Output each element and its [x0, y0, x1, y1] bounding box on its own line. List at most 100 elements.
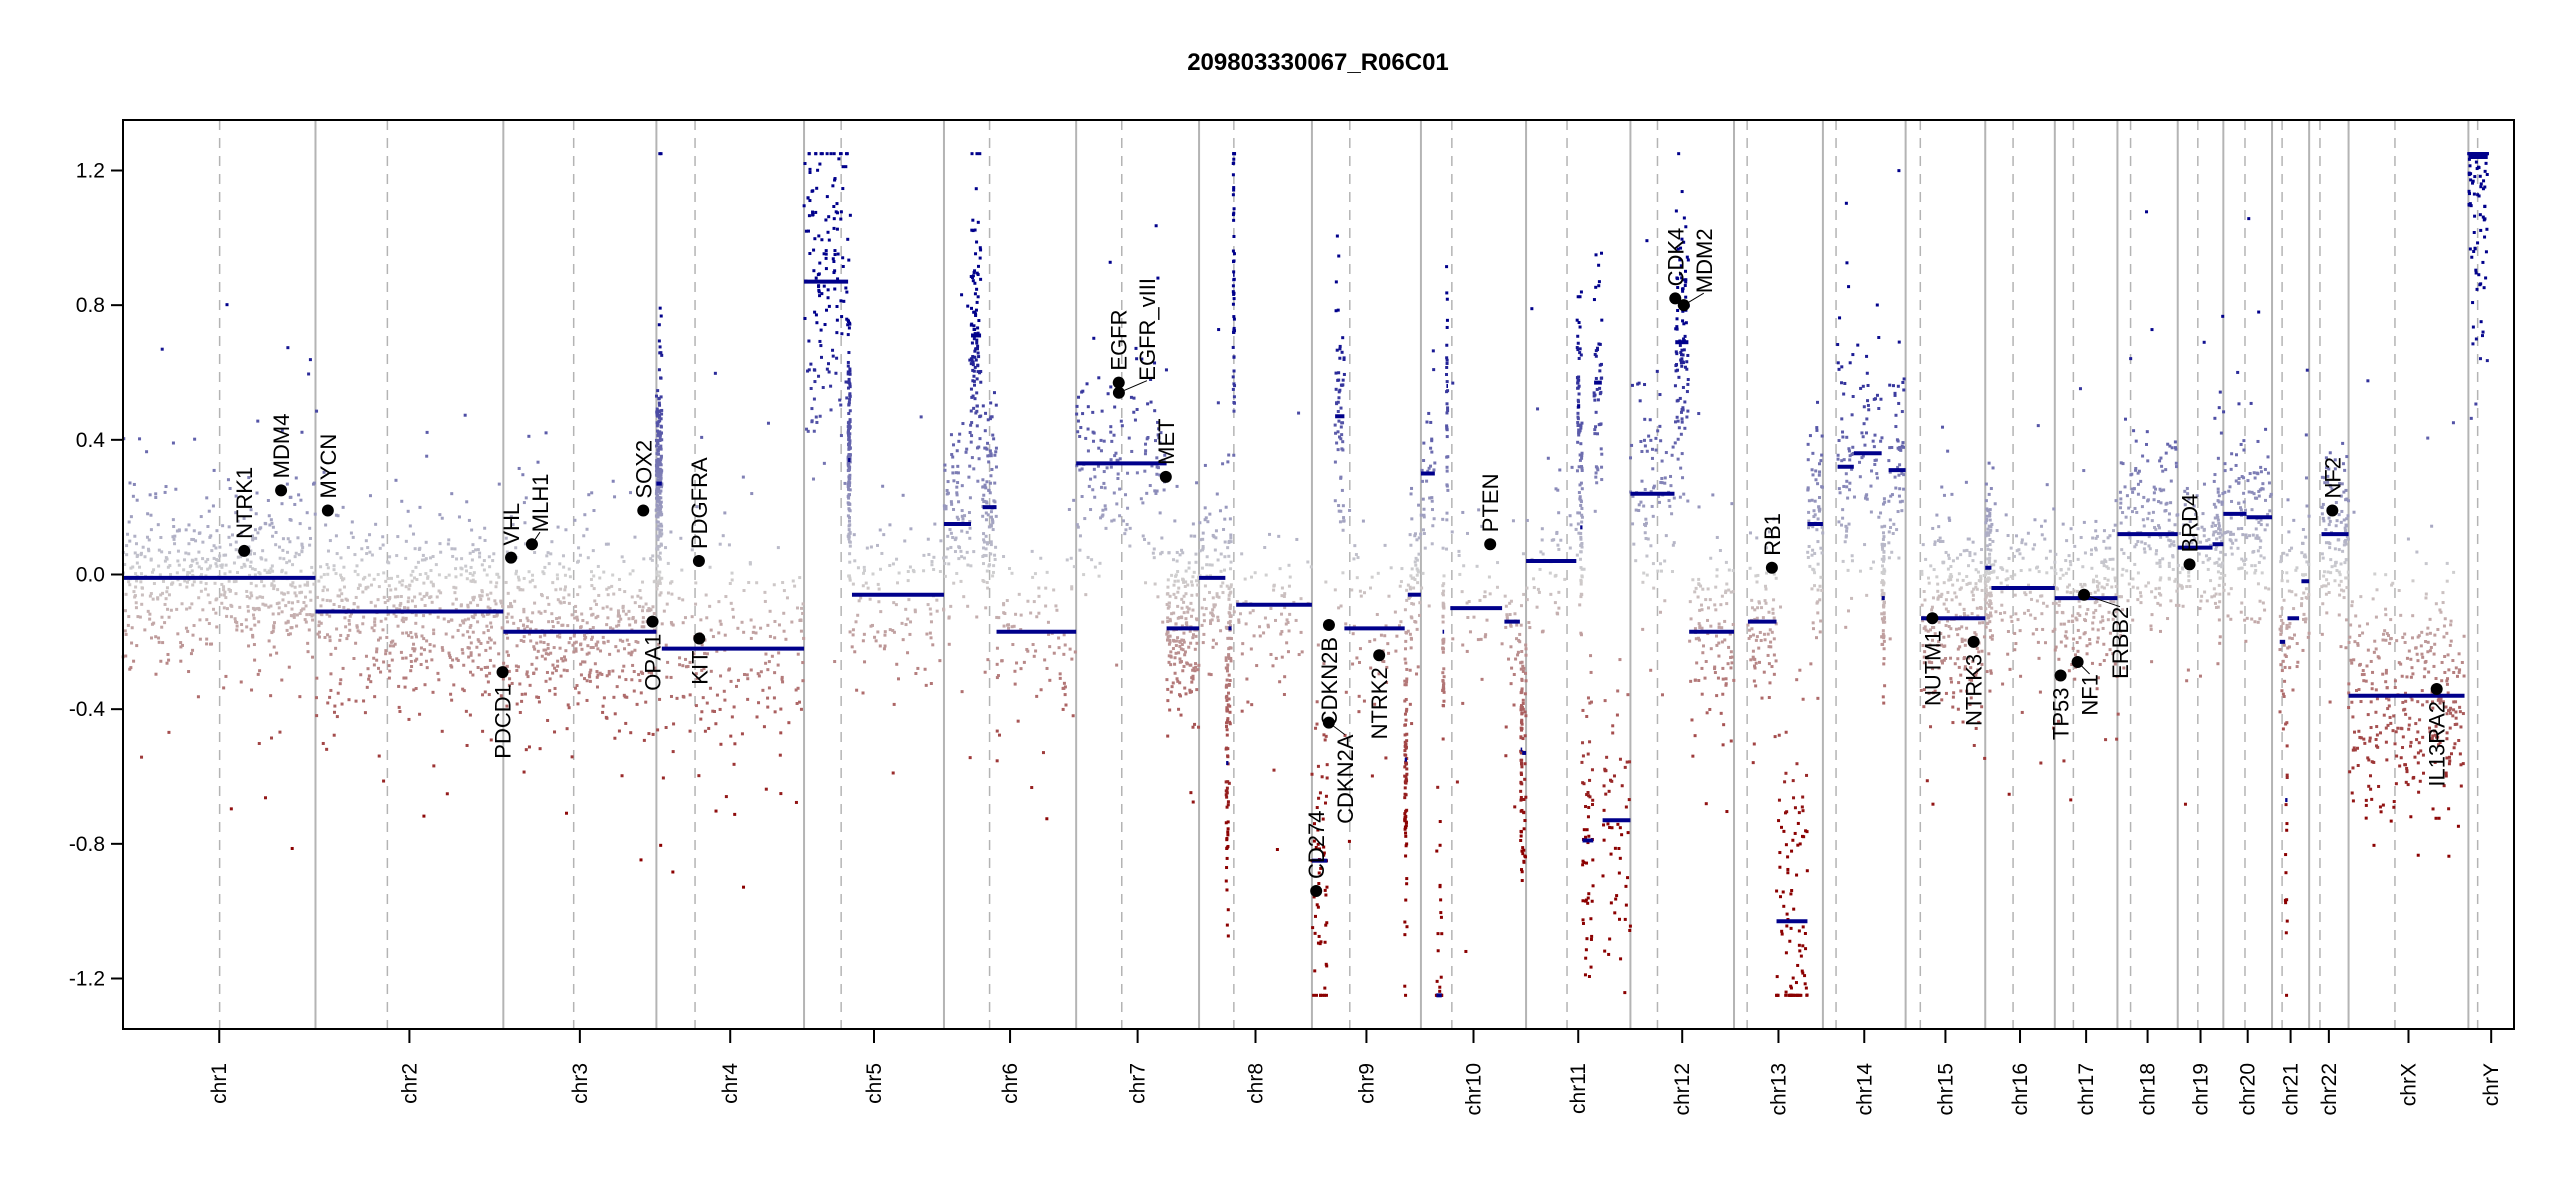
- probe-point: [1806, 555, 1810, 559]
- probe-point: [240, 629, 244, 633]
- probe-point: [1228, 603, 1232, 607]
- probe-point: [1598, 342, 1602, 346]
- probe-point: [1483, 635, 1487, 639]
- probe-point: [1062, 652, 1066, 656]
- probe-point: [406, 606, 410, 610]
- probe-point: [1475, 564, 1479, 568]
- probe-point: [991, 520, 995, 524]
- probe-point: [1730, 502, 1734, 506]
- probe-point: [315, 409, 319, 413]
- probe-point: [1753, 666, 1757, 670]
- probe-point: [234, 511, 238, 515]
- probe-point: [911, 568, 915, 572]
- probe-point: [377, 585, 381, 589]
- probe-point: [1395, 634, 1399, 638]
- probe-point: [1515, 623, 1519, 627]
- probe-point: [1324, 734, 1328, 738]
- probe-point: [1203, 506, 1207, 510]
- probe-point: [1592, 391, 1596, 395]
- probe-point: [1519, 708, 1523, 712]
- probe-point: [559, 587, 563, 591]
- probe-point: [976, 370, 980, 374]
- probe-point: [717, 600, 721, 604]
- probe-point: [1287, 563, 1291, 567]
- probe-point: [806, 429, 810, 433]
- probe-point: [1263, 616, 1267, 620]
- probe-point: [1777, 819, 1781, 823]
- probe-point: [892, 601, 896, 605]
- probe-point: [1521, 701, 1525, 705]
- probe-point: [238, 605, 242, 609]
- probe-point: [1603, 699, 1607, 703]
- probe-point: [289, 495, 293, 499]
- probe-point: [1524, 855, 1528, 859]
- probe-point: [214, 611, 218, 615]
- probe-point: [1576, 379, 1580, 383]
- probe-point: [514, 664, 518, 668]
- probe-point: [328, 635, 332, 639]
- probe-point: [782, 589, 786, 593]
- probe-point: [846, 333, 850, 337]
- probe-point: [847, 403, 851, 407]
- probe-point: [1403, 723, 1407, 727]
- probe-point: [520, 699, 524, 703]
- probe-point: [1187, 607, 1191, 611]
- probe-point: [1519, 798, 1523, 802]
- probe-point: [1339, 437, 1343, 441]
- probe-point: [211, 504, 215, 508]
- probe-point: [962, 595, 966, 599]
- probe-point: [1796, 963, 1800, 967]
- probe-point: [234, 548, 238, 552]
- probe-point: [1698, 625, 1702, 629]
- probe-point: [1403, 679, 1407, 683]
- probe-point: [208, 601, 212, 605]
- probe-point: [245, 558, 249, 562]
- probe-point: [589, 646, 593, 650]
- probe-point: [654, 473, 658, 477]
- probe-point: [132, 482, 136, 486]
- probe-point: [438, 607, 442, 611]
- probe-point: [1357, 694, 1361, 698]
- probe-point: [585, 621, 589, 625]
- probe-point: [546, 551, 550, 555]
- probe-point: [399, 601, 403, 605]
- probe-point: [1686, 409, 1690, 413]
- probe-point: [1811, 473, 1815, 477]
- probe-point: [408, 524, 412, 528]
- probe-point: [1205, 555, 1209, 559]
- probe-point: [1035, 615, 1039, 619]
- probe-point: [579, 642, 583, 646]
- probe-point: [807, 368, 811, 372]
- probe-point: [1693, 590, 1697, 594]
- probe-point: [1086, 449, 1090, 453]
- probe-point: [1632, 542, 1636, 546]
- probe-point: [946, 547, 950, 551]
- probe-point: [1244, 600, 1248, 604]
- probe-point: [1810, 468, 1814, 472]
- probe-point: [707, 726, 711, 730]
- probe-point: [451, 635, 455, 639]
- probe-point: [1789, 984, 1793, 988]
- probe-point: [983, 429, 987, 433]
- probe-point: [1727, 568, 1731, 572]
- probe-point: [876, 543, 880, 547]
- probe-point: [847, 574, 851, 578]
- probe-point: [426, 575, 430, 579]
- probe-point: [847, 475, 851, 479]
- probe-point: [779, 731, 783, 735]
- probe-point: [848, 418, 852, 422]
- probe-point: [1716, 676, 1720, 680]
- probe-point: [271, 525, 275, 529]
- probe-point: [1127, 436, 1131, 440]
- probe-point: [1073, 650, 1077, 654]
- probe-point: [1589, 654, 1593, 658]
- probe-point: [972, 374, 976, 378]
- probe-point: [649, 557, 653, 561]
- probe-point: [982, 532, 986, 536]
- probe-point: [228, 570, 232, 574]
- probe-point: [169, 608, 173, 612]
- probe-point: [1210, 618, 1214, 622]
- probe-point: [982, 485, 986, 489]
- probe-point: [1232, 369, 1236, 373]
